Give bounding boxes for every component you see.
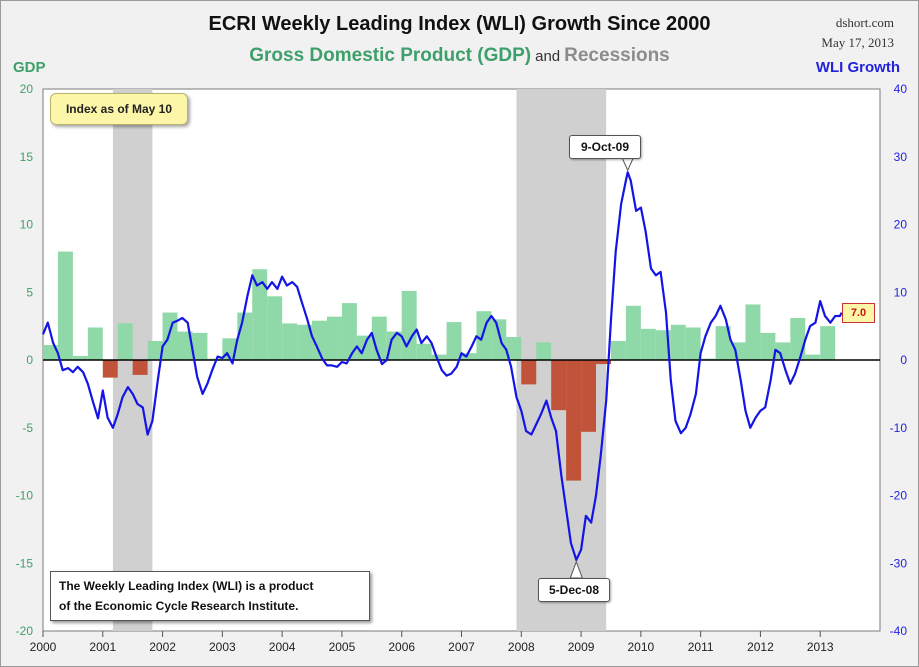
gdp-bar-2006Q3 bbox=[431, 354, 447, 360]
gdp-bar-2009Q4 bbox=[625, 305, 641, 360]
as-of-badge: Index as of May 10 bbox=[50, 93, 188, 125]
left-tick-label: -20 bbox=[16, 624, 34, 638]
right-tick-label: 20 bbox=[894, 218, 908, 232]
gdp-bar-2003Q4 bbox=[267, 296, 283, 360]
x-tick-label: 2013 bbox=[807, 640, 834, 654]
x-tick-label: 2000 bbox=[30, 640, 57, 654]
gdp-bar-2013Q1 bbox=[820, 326, 836, 360]
gdp-bar-2003Q3 bbox=[252, 269, 268, 360]
gdp-bar-2005Q4 bbox=[386, 331, 402, 360]
gdp-bar-2003Q2 bbox=[237, 312, 253, 360]
gdp-bar-2008Q2 bbox=[536, 342, 552, 360]
right-tick-label: -10 bbox=[890, 421, 908, 435]
gdp-bar-2012Q4 bbox=[805, 354, 821, 360]
right-tick-label: -20 bbox=[890, 489, 908, 503]
trough-callout: 5-Dec-08 bbox=[538, 578, 610, 602]
x-tick-label: 2007 bbox=[448, 640, 475, 654]
gdp-bar-2008Q4 bbox=[566, 360, 582, 481]
source-note: The Weekly Leading Index (WLI) is a prod… bbox=[50, 571, 370, 621]
gdp-bar-2000Q1 bbox=[43, 345, 58, 360]
gdp-bar-2004Q1 bbox=[282, 323, 298, 360]
gdp-bar-2004Q2 bbox=[297, 324, 313, 360]
gdp-bar-2007Q3 bbox=[491, 319, 507, 360]
x-tick-label: 2009 bbox=[568, 640, 595, 654]
gdp-bar-2002Q2 bbox=[177, 331, 193, 360]
gdp-bar-2008Q1 bbox=[521, 360, 537, 385]
gdp-bar-2004Q4 bbox=[326, 316, 342, 360]
chart-title: ECRI Weekly Leading Index (WLI) Growth S… bbox=[208, 13, 711, 35]
left-tick-label: 20 bbox=[20, 82, 34, 96]
right-tick-label: 10 bbox=[894, 285, 908, 299]
source-date: May 17, 2013 bbox=[821, 35, 894, 50]
right-tick-label: -30 bbox=[890, 556, 908, 570]
source-credit: dshort.com May 17, 2013 bbox=[821, 13, 894, 53]
subtitle-recessions: Recessions bbox=[564, 45, 670, 66]
x-tick-label: 2001 bbox=[89, 640, 116, 654]
left-tick-label: -10 bbox=[16, 489, 34, 503]
x-tick-label: 2002 bbox=[149, 640, 176, 654]
gdp-bar-2010Q4 bbox=[685, 327, 701, 360]
gdp-bar-2009Q2 bbox=[596, 360, 611, 365]
left-tick-label: 5 bbox=[26, 285, 33, 299]
x-tick-label: 2008 bbox=[508, 640, 535, 654]
gdp-bar-2009Q3 bbox=[610, 341, 626, 360]
gdp-bar-2012Q2 bbox=[775, 342, 791, 360]
right-tick-label: 0 bbox=[900, 353, 907, 367]
gdp-bar-2001Q2 bbox=[117, 323, 133, 360]
left-tick-label: 15 bbox=[20, 150, 34, 164]
x-tick-label: 2006 bbox=[388, 640, 415, 654]
source-site: dshort.com bbox=[835, 15, 894, 30]
gdp-bar-2007Q2 bbox=[476, 311, 492, 360]
gdp-bar-2000Q4 bbox=[87, 327, 103, 360]
right-tick-label: 40 bbox=[894, 82, 908, 96]
note-line-1: The Weekly Leading Index (WLI) is a prod… bbox=[59, 579, 314, 593]
gdp-bar-2007Q4 bbox=[506, 336, 522, 360]
gdp-bar-2002Q3 bbox=[192, 332, 208, 360]
x-tick-label: 2004 bbox=[269, 640, 296, 654]
gdp-bar-2004Q3 bbox=[312, 320, 327, 360]
gdp-bar-2001Q3 bbox=[132, 360, 148, 375]
last-value-badge: 7.0 bbox=[842, 303, 875, 323]
gdp-bar-2000Q3 bbox=[72, 355, 88, 360]
x-tick-label: 2003 bbox=[209, 640, 236, 654]
gdp-bar-2010Q1 bbox=[640, 328, 656, 360]
left-tick-label: -15 bbox=[16, 556, 34, 570]
gdp-bar-2011Q2 bbox=[715, 326, 731, 360]
gdp-bar-2002Q1 bbox=[162, 312, 178, 360]
gdp-bar-2009Q1 bbox=[581, 360, 597, 432]
left-tick-label: 10 bbox=[20, 218, 34, 232]
gdp-bar-2001Q4 bbox=[147, 341, 163, 360]
chart-subtitle: Gross Domestic Product (GDP) and Recession… bbox=[1, 45, 918, 67]
x-tick-label: 2005 bbox=[329, 640, 356, 654]
wli-line bbox=[41, 171, 843, 561]
left-tick-label: -5 bbox=[22, 421, 33, 435]
subtitle-and: and bbox=[535, 48, 561, 65]
left-axis-label: GDP bbox=[13, 59, 46, 76]
gdp-bar-2012Q1 bbox=[760, 332, 776, 360]
right-tick-label: -40 bbox=[890, 624, 908, 638]
gdp-bar-2007Q1 bbox=[461, 353, 477, 360]
gdp-bar-2012Q3 bbox=[790, 317, 806, 360]
right-axis-label: WLI Growth bbox=[815, 59, 900, 76]
gdp-bar-2008Q3 bbox=[551, 360, 567, 411]
gdp-bar-2006Q2 bbox=[416, 343, 432, 360]
x-tick-label: 2012 bbox=[747, 640, 774, 654]
gdp-bar-2005Q1 bbox=[341, 303, 357, 360]
gdp-bar-2010Q3 bbox=[670, 324, 686, 360]
gdp-bar-2011Q4 bbox=[745, 304, 761, 360]
subtitle-gdp: Gross Domestic Product (GDP) bbox=[249, 45, 532, 66]
gdp-bar-2001Q1 bbox=[102, 360, 118, 378]
gdp-bar-2006Q1 bbox=[401, 290, 417, 360]
gdp-bar-2000Q2 bbox=[57, 251, 73, 360]
x-tick-label: 2011 bbox=[688, 640, 714, 654]
gdp-bar-2006Q4 bbox=[446, 322, 462, 360]
note-line-2: of the Economic Cycle Research Institute… bbox=[59, 599, 299, 613]
left-tick-label: 0 bbox=[26, 353, 33, 367]
peak-callout: 9-Oct-09 bbox=[569, 135, 641, 159]
right-tick-label: 30 bbox=[894, 150, 908, 164]
x-tick-label: 2010 bbox=[628, 640, 655, 654]
